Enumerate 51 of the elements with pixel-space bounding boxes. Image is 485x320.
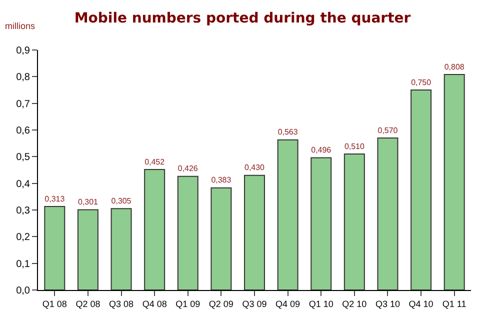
data-label: 0,570 [378,126,398,135]
bar [110,208,132,290]
data-label: 0,750 [411,78,432,87]
x-tick-label: Q2 10 [342,298,367,309]
bar [177,176,198,290]
data-label: 0,563 [278,128,298,137]
bar [444,74,465,290]
bar [210,187,232,290]
data-label: 0,496 [311,146,332,155]
bar [410,90,432,290]
bar [77,209,98,290]
y-tick-label: 0,1 [16,258,30,270]
bar [377,138,398,290]
bar [144,168,166,290]
data-label: 0,426 [178,164,198,174]
data-label: 0,383 [211,176,232,185]
x-tick-label: Q4 09 [276,298,300,309]
y-tick-label: 0,9 [16,46,30,56]
x-tick-label: Q1 09 [176,298,200,309]
x-tick-label: Q1 10 [308,298,334,309]
y-tick-label: 0,7 [16,98,30,110]
chart-title: Mobile numbers ported during the quarter [74,10,411,27]
y-axis-title: millions [5,21,36,31]
data-label: 0,808 [444,62,465,72]
data-label: 0,313 [44,194,66,204]
bar [244,174,265,290]
y-tick-label: 0,5 [16,152,30,164]
y-tick-label: 0,2 [16,232,30,244]
x-tick-label: Q4 10 [408,298,434,309]
x-tick-label: Q2 08 [76,298,100,309]
x-tick-label: Q3 08 [109,298,134,309]
y-tick-label: 0,0 [16,286,30,296]
bar [277,139,298,290]
x-tick-label: Q1 08 [42,298,67,309]
x-tick-label: Q4 08 [142,298,167,309]
data-label: 0,510 [344,142,365,151]
bar [344,154,365,290]
y-tick-label: 0,8 [16,72,30,84]
x-tick-label: Q1 11 [442,298,466,309]
bar [44,206,66,290]
data-label: 0,452 [144,157,166,166]
y-tick-label: 0,4 [16,178,30,190]
data-label: 0,301 [78,198,98,207]
y-tick-label: 0,3 [16,206,30,216]
data-label: 0,430 [244,163,266,172]
bar [310,157,332,290]
y-tick-label: 0,6 [16,126,30,136]
data-label: 0,305 [111,196,132,206]
x-tick-label: Q3 09 [242,298,267,309]
x-tick-label: Q3 10 [375,298,400,309]
x-tick-label: Q2 09 [208,298,234,309]
